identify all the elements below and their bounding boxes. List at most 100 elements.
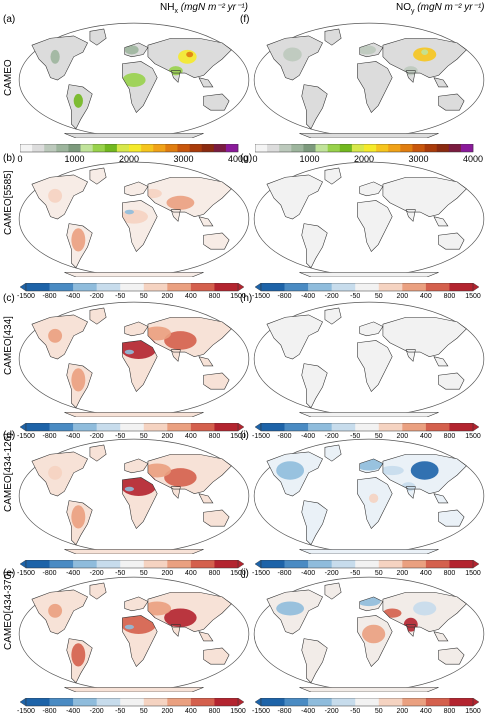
- colorbar-swatch: [460, 144, 474, 152]
- world-map-g: [253, 161, 485, 277]
- coastline: [147, 176, 232, 217]
- coastline: [170, 209, 181, 222]
- land-europe: [124, 321, 148, 336]
- hotspot: [48, 465, 63, 480]
- coastline: [122, 200, 158, 252]
- colorbar-swatch: [425, 283, 450, 291]
- coastline: [89, 167, 107, 185]
- colorbar-swatch: [165, 144, 178, 152]
- colorbar-tick-label: 50: [374, 570, 383, 577]
- coastline: [124, 596, 149, 612]
- colorbar-tick-label: -1500: [252, 293, 270, 300]
- row-label: CAMEO[434]: [3, 316, 14, 375]
- hotspot: [143, 601, 172, 616]
- colorbar-b: [20, 283, 245, 292]
- coastline: [31, 314, 88, 360]
- colorbar-swatch: [291, 144, 304, 152]
- colorbar-tick-label: 200: [161, 433, 174, 440]
- coastline: [122, 61, 158, 113]
- land-northAmerica: [266, 314, 323, 359]
- land-europe: [359, 321, 383, 336]
- coastline: [301, 84, 328, 130]
- coastline: [170, 486, 181, 499]
- colorbar-swatch: [261, 423, 285, 431]
- colorbar-arrow-left: [255, 423, 262, 432]
- colorbar-tick-label: 1500: [230, 708, 246, 715]
- colorbar-swatch: [96, 423, 121, 431]
- colorbar-tick-label: 1500: [230, 293, 246, 300]
- colorbar-swatch: [32, 144, 45, 152]
- coastline: [64, 133, 204, 138]
- coastline: [357, 340, 393, 392]
- world-map-c: [18, 301, 250, 417]
- coastline: [266, 589, 323, 635]
- colorbar-c: [20, 423, 245, 432]
- colorbar-tick-label: -1500: [252, 433, 270, 440]
- colorbar-tick-label: 200: [396, 433, 409, 440]
- hotspot: [124, 349, 134, 355]
- colorbar-swatch: [44, 144, 57, 152]
- colorbar-tick-label: -50: [350, 433, 361, 440]
- colorbar-swatch: [303, 144, 316, 152]
- coastline: [438, 647, 465, 665]
- hotspot: [164, 608, 197, 628]
- colorbar-swatch: [214, 698, 239, 706]
- colorbar-tick-label: -200: [324, 293, 339, 300]
- colorbar-tick-label: 400: [185, 293, 197, 300]
- hotspot: [73, 93, 83, 108]
- colorbar-swatch: [141, 144, 154, 152]
- colorbar-tick-label: 50: [139, 293, 148, 300]
- panel-label: (f): [240, 14, 250, 25]
- colorbar-arrow-left: [255, 560, 262, 569]
- colorbar-swatch: [402, 423, 427, 431]
- land-europe: [124, 181, 148, 196]
- hotspot: [380, 465, 404, 476]
- land-antarctica: [64, 133, 204, 138]
- coastline: [299, 412, 439, 417]
- world-map-b: [18, 161, 250, 277]
- coastline: [382, 37, 467, 78]
- world-map-e: [18, 576, 250, 692]
- colorbar-tick-label: 1500: [465, 293, 481, 300]
- colorbar-swatch: [355, 283, 380, 291]
- land-antarctica: [64, 687, 204, 692]
- colorbar-swatch: [26, 698, 50, 706]
- colorbar-tick-label: -800: [277, 293, 292, 300]
- colorbar-tick-label: -400: [301, 570, 316, 577]
- panel-label: (h): [240, 293, 253, 304]
- colorbar-swatch: [49, 283, 74, 291]
- land-africa: [357, 200, 393, 252]
- colorbar-frame: [255, 144, 474, 153]
- colorbar-swatch: [449, 698, 474, 706]
- coastline: [124, 458, 149, 474]
- world-map-i: [253, 438, 485, 554]
- colorbar-swatch: [189, 144, 202, 152]
- colorbar-swatch: [214, 283, 239, 291]
- coastline: [359, 321, 384, 337]
- colorbar-swatch: [261, 698, 285, 706]
- coastline: [198, 356, 214, 367]
- colorbar-tick-label: -400: [66, 433, 81, 440]
- colorbar-swatch: [201, 144, 215, 152]
- coastline: [64, 687, 204, 692]
- land-australia: [438, 372, 465, 390]
- panel-label: (e): [3, 568, 16, 579]
- colorbar-swatch: [355, 560, 380, 568]
- colorbar-e: [20, 698, 245, 707]
- colorbar-swatch: [73, 560, 97, 568]
- colorbar-swatch: [153, 144, 166, 152]
- panel-label: (b): [3, 153, 16, 164]
- colorbar-tick-label: 800: [208, 433, 221, 440]
- world-map-j: [253, 576, 485, 692]
- coastline: [89, 444, 107, 462]
- land-europe: [359, 181, 383, 196]
- colorbar-tick-label: 4000: [462, 154, 484, 164]
- colorbar-tick-label: -400: [301, 293, 316, 300]
- colorbar-tick-label: 400: [420, 708, 432, 715]
- colorbar-tick-label: 400: [185, 708, 197, 715]
- colorbar-arrow-right: [472, 283, 480, 292]
- hotspot: [164, 331, 197, 350]
- colorbar-swatch: [279, 144, 292, 152]
- coastline: [438, 93, 465, 111]
- hotspot: [143, 326, 172, 341]
